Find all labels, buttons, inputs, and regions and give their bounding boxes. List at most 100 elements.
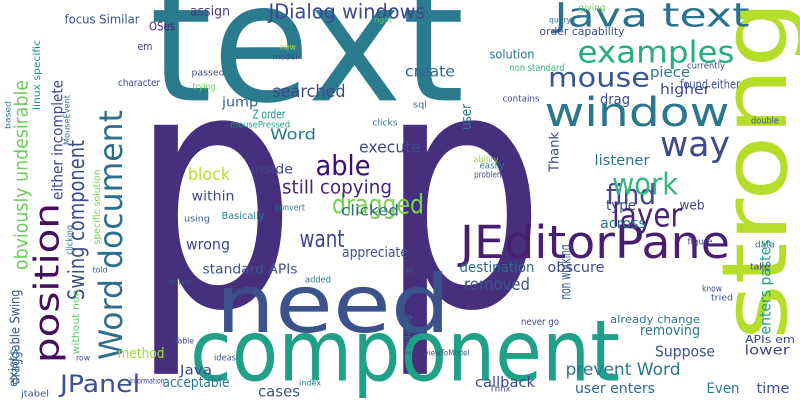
- word: focus Similar: [65, 13, 140, 27]
- word: Thank: [548, 132, 563, 173]
- word: acceptable: [163, 375, 230, 391]
- word: clicked: [341, 202, 399, 220]
- word: passed: [192, 69, 225, 79]
- word: type: [606, 198, 636, 214]
- word: model: [273, 53, 298, 62]
- word: component: [190, 302, 620, 400]
- word: take: [750, 263, 770, 273]
- word: p p: [131, 0, 546, 383]
- word: sql: [413, 101, 427, 111]
- word: obscure: [548, 260, 605, 276]
- word: specific solution: [92, 170, 103, 245]
- word: able: [316, 149, 371, 182]
- word: new: [280, 43, 296, 52]
- word: assign: [190, 5, 230, 20]
- word: ability: [474, 156, 500, 166]
- word: lower: [745, 344, 791, 359]
- word: p: [406, 266, 414, 275]
- word: non working: [557, 245, 575, 300]
- word: dragged: [332, 190, 424, 221]
- word: draggable Swing: [9, 290, 24, 385]
- word: exists: [7, 349, 21, 387]
- word: based: [4, 101, 13, 129]
- word: MouseEvent: [63, 95, 72, 145]
- word: figure: [688, 238, 713, 248]
- word: jump': [221, 96, 262, 111]
- word: listener: [595, 153, 650, 169]
- word: z ordering: [404, 315, 413, 355]
- word: data: [755, 241, 775, 251]
- word: solution: [490, 48, 535, 62]
- word: information: [130, 377, 165, 386]
- word: either incomplete: [49, 80, 67, 200]
- word: APIs em: [745, 333, 795, 346]
- word: viewToModel: [425, 349, 470, 358]
- word: jtabel: [20, 390, 49, 400]
- word: currently: [687, 62, 726, 72]
- word: without non: [71, 290, 82, 355]
- word: Even: [707, 381, 740, 397]
- word: JEditorPane: [457, 216, 730, 269]
- word: OSes: [149, 20, 175, 34]
- word: tried: [711, 294, 733, 304]
- word: back: [234, 286, 254, 295]
- word: enters pastes: [757, 239, 775, 334]
- word: JDialog windows: [267, 0, 426, 24]
- word: double: [751, 117, 779, 127]
- word: know: [702, 285, 722, 295]
- word: method: [118, 346, 165, 362]
- word: order capability: [540, 25, 625, 38]
- word: query: [549, 16, 571, 25]
- word: across: [600, 216, 646, 232]
- word: Java text: [552, 0, 750, 35]
- word: strong: [703, 0, 800, 340]
- word: standard APIs: [203, 263, 298, 278]
- word: never go: [521, 317, 559, 328]
- word: way: [660, 125, 730, 165]
- word: need: [216, 258, 451, 351]
- word: Suppose: [655, 343, 715, 361]
- word: time: [757, 381, 790, 397]
- word: drag: [600, 92, 630, 108]
- word: want: [300, 225, 345, 253]
- word: em: [138, 40, 153, 53]
- word: within: [192, 190, 235, 205]
- word: inside: [251, 163, 293, 178]
- word: mouse: [548, 63, 650, 94]
- word: non standard: [510, 63, 565, 74]
- word: convert: [275, 204, 305, 214]
- word: Thnx: [488, 385, 510, 394]
- word: linux specific: [32, 40, 43, 110]
- word: clicking: [66, 225, 76, 255]
- word: index: [299, 379, 321, 388]
- word: added: [305, 276, 331, 286]
- word: work: [612, 168, 679, 203]
- word: clicks: [373, 119, 398, 129]
- word: Basically: [222, 211, 265, 222]
- word: problem: [474, 171, 504, 181]
- word: position: [28, 203, 68, 363]
- word: easily: [480, 162, 506, 172]
- word: callback: [475, 375, 536, 391]
- word: find: [606, 178, 656, 211]
- word: appreciate: [342, 245, 408, 261]
- word: character: [118, 78, 161, 89]
- word: text: [150, 0, 465, 139]
- word: create: [405, 63, 455, 81]
- word: already change: [610, 313, 700, 326]
- word: removed: [464, 275, 530, 295]
- word: Swing component: [65, 140, 90, 300]
- word: using: [184, 215, 210, 225]
- word: higher: [660, 82, 710, 98]
- word: contains: [503, 95, 540, 105]
- word: searched: [273, 82, 346, 102]
- word: Word: [270, 126, 316, 144]
- word: obviously undesirable: [11, 80, 33, 270]
- word: Java: [179, 364, 212, 379]
- word: layer: [612, 196, 682, 235]
- word: Word document: [92, 110, 130, 360]
- word: web: [680, 199, 705, 214]
- word: user enters: [575, 381, 655, 397]
- word: destination: [460, 260, 535, 276]
